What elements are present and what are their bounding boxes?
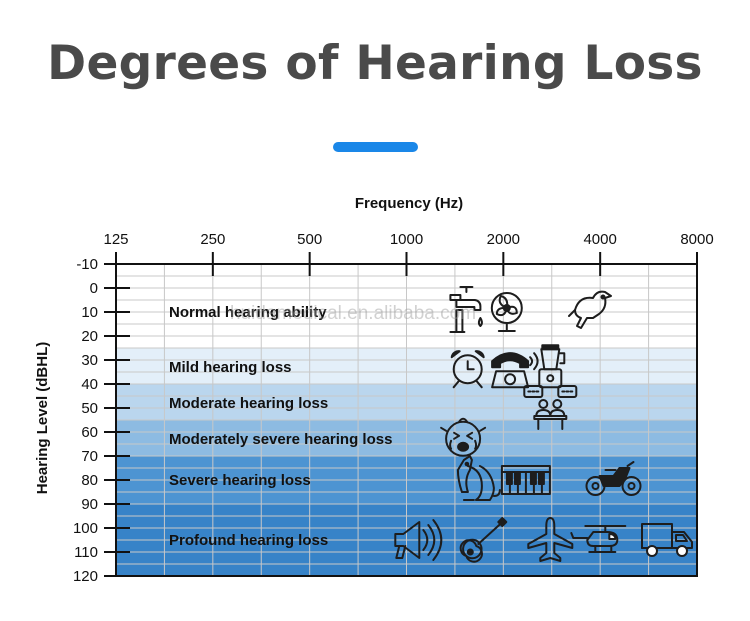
y-axis: -10 0 10 20 30 40 50 60 70 80 90 100 110 120: [73, 256, 130, 585]
y-axis-title: Hearing Level (dBHL): [34, 342, 51, 495]
faucet-icon: [449, 286, 483, 333]
band-label: Normal hearing ability: [169, 304, 327, 321]
motorcycle-icon: [585, 461, 642, 496]
x-tick-label: 8000: [680, 231, 713, 248]
x-tick-label: 125: [103, 231, 128, 248]
y-tick-label: 90: [81, 496, 98, 513]
x-tick-label: 4000: [583, 231, 616, 248]
truck-icon: [641, 523, 693, 557]
page-title: Degrees of Hearing Loss: [47, 36, 703, 91]
dog-icon: [456, 455, 501, 501]
helicopter-icon: [570, 525, 627, 553]
y-tick-label: 70: [81, 448, 98, 465]
band-label: Profound hearing loss: [169, 532, 328, 549]
band-label: Moderately severe hearing loss: [169, 431, 392, 448]
band-labels: Normal hearing ability Mild hearing loss M…: [169, 304, 392, 549]
crying-baby-icon: [440, 417, 487, 457]
x-tick-label: 1000: [390, 231, 423, 248]
band-label: Mild hearing loss: [169, 359, 292, 376]
y-tick-label: 60: [81, 424, 98, 441]
y-tick-label: 20: [81, 328, 98, 345]
watermark: huidamedical.en.alibaba.com: [230, 303, 476, 324]
x-tick-label: 2000: [487, 231, 520, 248]
conversation-icon: [523, 385, 578, 430]
accent-bar: [333, 142, 418, 152]
blender-icon: [538, 344, 566, 389]
y-tick-label: -10: [76, 256, 98, 273]
y-tick-label: 30: [81, 352, 98, 369]
y-tick-label: 100: [73, 520, 98, 537]
megaphone-icon: [394, 519, 443, 561]
piano-icon: [500, 465, 551, 495]
airplane-icon: [527, 517, 574, 562]
band-label: Moderate hearing loss: [169, 395, 328, 412]
x-axis-title: Frequency (Hz): [355, 195, 463, 212]
x-tick-label: 250: [200, 231, 225, 248]
y-tick-label: 40: [81, 376, 98, 393]
y-tick-label: 10: [81, 304, 98, 321]
alarm-clock-icon: [450, 350, 485, 389]
y-tick-label: 0: [90, 280, 98, 297]
y-tick-label: 120: [73, 568, 98, 585]
bird-icon: [568, 290, 612, 329]
fan-icon: [490, 292, 523, 332]
y-tick-label: 50: [81, 400, 98, 417]
band-label: Severe hearing loss: [169, 472, 311, 489]
x-axis: 125 250 500 1000 2000 4000 8000: [103, 231, 714, 276]
y-tick-label: 80: [81, 472, 98, 489]
y-tick-label: 110: [74, 544, 98, 561]
guitar-icon: [459, 517, 508, 563]
sound-icons: [394, 286, 693, 563]
telephone-icon: [491, 352, 539, 389]
x-tick-label: 500: [297, 231, 322, 248]
